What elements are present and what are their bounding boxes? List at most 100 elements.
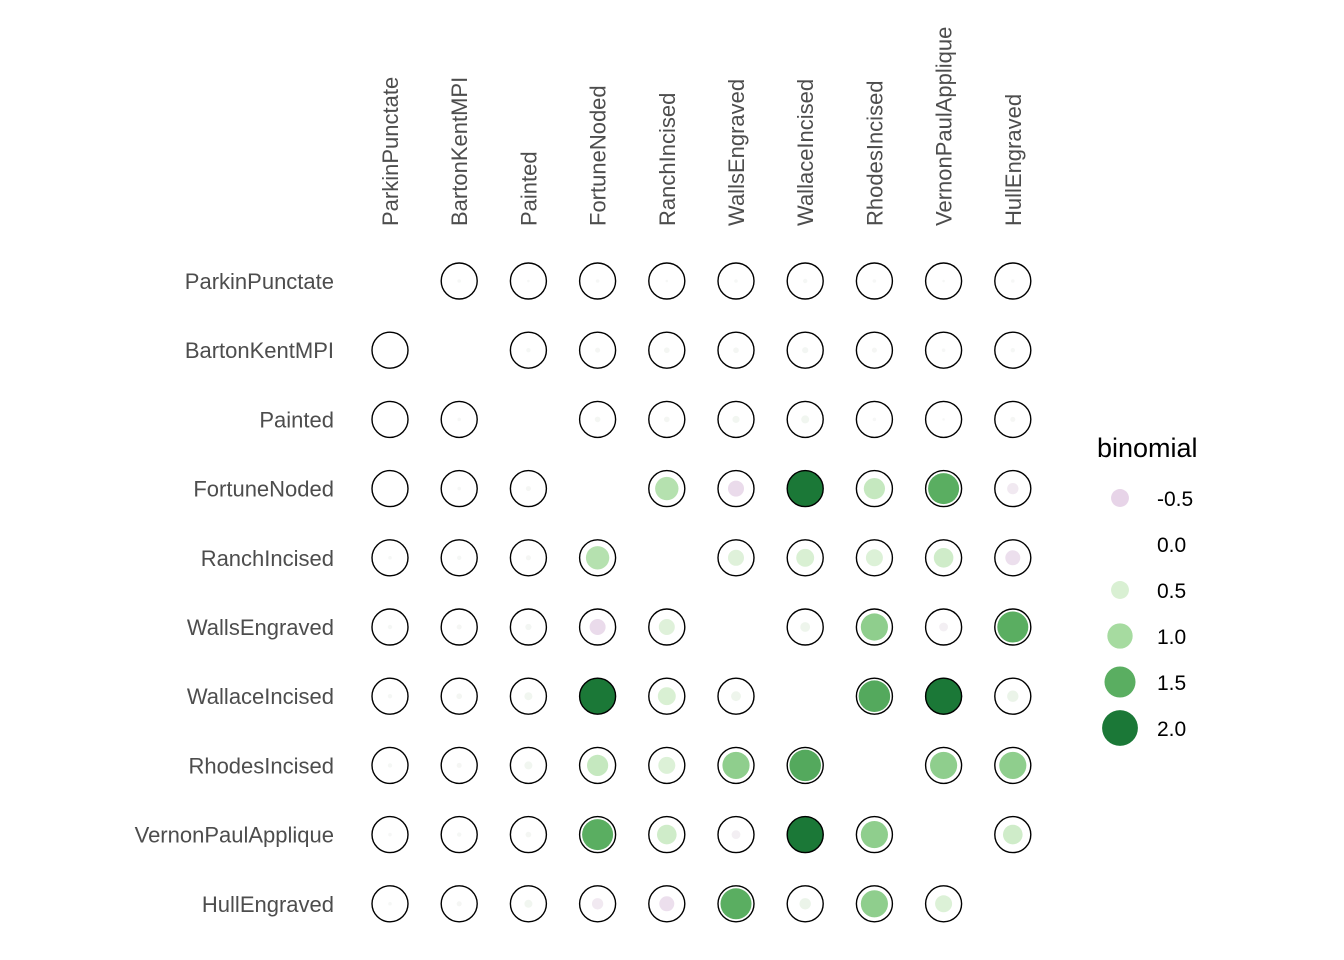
value-dot	[1010, 416, 1016, 422]
cell-outline	[924, 885, 963, 923]
cell-outline	[786, 400, 824, 439]
cell-outline	[648, 677, 686, 715]
cell-outline	[371, 746, 409, 785]
value-dot	[1005, 550, 1021, 566]
cell-outline	[994, 608, 1032, 646]
value-dot	[589, 618, 606, 636]
value-dot	[1011, 279, 1015, 283]
value-dot	[1007, 482, 1019, 495]
value-dot	[657, 687, 676, 706]
cell-outline	[786, 539, 824, 577]
cell-outline	[924, 262, 963, 300]
cell-outline	[371, 331, 409, 369]
value-dot	[872, 279, 877, 283]
cell-outline	[371, 469, 409, 508]
value-dot	[860, 613, 888, 641]
cell-outline	[440, 815, 478, 854]
legend-key-dot	[1111, 581, 1129, 599]
cell-outline	[371, 885, 409, 923]
cell-outline	[717, 677, 755, 715]
cell-outline	[717, 469, 755, 508]
value-dot	[524, 692, 533, 701]
cell-outline	[509, 815, 548, 854]
value-dot	[942, 279, 945, 283]
cell-outline	[371, 815, 409, 854]
cell-outline	[578, 400, 617, 439]
legend-key-label: 1.5	[1157, 672, 1186, 695]
legend-key-label: -0.5	[1157, 488, 1193, 511]
cell-outline	[786, 885, 824, 923]
value-dot	[456, 762, 462, 768]
cell-outline	[509, 746, 548, 785]
value-dot	[582, 819, 614, 851]
cell-outline	[578, 331, 617, 369]
cell-outline	[855, 815, 894, 854]
value-dot	[789, 749, 821, 782]
value-dot	[732, 415, 740, 423]
cell-outline	[648, 400, 686, 439]
cell-outline	[509, 885, 548, 923]
value-dot	[594, 416, 601, 423]
cell-outline	[924, 331, 963, 369]
value-dot	[587, 754, 609, 777]
cell-outline	[994, 815, 1032, 854]
x-tick-label: VernonPaulApplique	[932, 27, 957, 226]
value-dot	[935, 895, 953, 913]
value-dot	[731, 830, 741, 839]
value-dot	[933, 547, 954, 568]
y-tick-label: WallaceIncised	[187, 684, 334, 709]
cell-outline	[578, 262, 617, 300]
value-dot	[722, 751, 750, 779]
cell-outline	[924, 608, 963, 646]
value-dot	[733, 347, 739, 354]
value-dot	[1002, 824, 1023, 845]
cell-outline	[371, 400, 409, 439]
legend-key-dot	[1102, 710, 1138, 746]
value-dot	[925, 677, 963, 715]
x-tick-label: HullEngraved	[1001, 94, 1026, 226]
value-dot	[941, 348, 946, 352]
value-dot	[860, 821, 888, 849]
y-tick-label: WallsEngraved	[187, 615, 334, 640]
legend-key-label: 2.0	[1157, 718, 1186, 741]
cell-outline	[371, 677, 409, 715]
cell-outline	[855, 262, 894, 300]
cell-outline	[717, 885, 755, 923]
value-dot	[659, 896, 675, 912]
value-dot	[524, 899, 533, 908]
cell-outline	[994, 469, 1032, 508]
legend-key-dot	[1111, 489, 1129, 507]
cell-outline	[717, 746, 755, 785]
y-tick-label: VernonPaulApplique	[135, 823, 334, 848]
cell-outline	[994, 746, 1032, 785]
x-tick-label: RanchIncised	[655, 93, 680, 226]
value-dot	[1010, 348, 1015, 353]
cell-outline	[648, 608, 686, 646]
cell-outline	[924, 746, 963, 785]
cell-outline	[371, 539, 409, 577]
value-dot	[387, 763, 393, 768]
cell-outline	[994, 262, 1032, 300]
cell-outline	[924, 539, 963, 577]
value-dot	[655, 476, 679, 501]
value-dot	[720, 888, 752, 920]
cell-outline	[648, 262, 686, 300]
cell-outline	[578, 746, 617, 785]
cell-outline	[786, 262, 824, 300]
legend-keys: -0.5 0.0 0.5 1.0 1.5 2.0	[1102, 488, 1193, 746]
value-dot	[388, 832, 392, 837]
legend-key-dot	[1104, 666, 1136, 698]
value-dot	[939, 622, 948, 632]
value-dot	[525, 623, 532, 631]
value-dot	[997, 611, 1029, 643]
cell-outline	[440, 677, 478, 715]
legend-key-label: 0.5	[1157, 580, 1186, 603]
value-dot	[456, 693, 463, 700]
value-dot	[727, 480, 745, 497]
cell-outline	[440, 400, 478, 439]
y-tick-label: BartonKentMPI	[185, 338, 334, 363]
value-dot	[658, 618, 675, 636]
value-dot	[387, 694, 393, 699]
value-dot	[527, 279, 530, 283]
